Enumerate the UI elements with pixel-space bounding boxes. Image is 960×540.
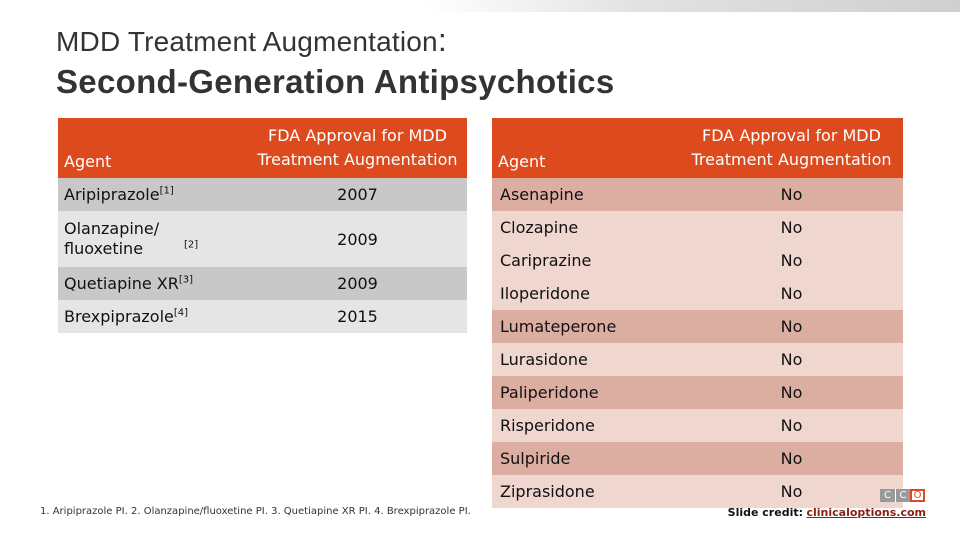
table-row: Risperidone No <box>492 409 903 442</box>
agent-name: Cariprazine <box>500 251 592 270</box>
agent-cell: Brexpiprazole[4] <box>58 300 248 333</box>
agent-name: Risperidone <box>500 416 595 435</box>
approved-agents-table: Agent FDA Approval for MDD Treatment Aug… <box>58 118 467 333</box>
approval-cell: No <box>780 317 803 336</box>
approval-cell: No <box>780 449 803 468</box>
logo-letter: C <box>880 489 895 502</box>
table-row: Iloperidone No <box>492 277 903 310</box>
slide-title: MDD Treatment Augmentation: Second-Gener… <box>56 22 614 101</box>
title-line-1: MDD Treatment Augmentation: <box>56 22 614 59</box>
reference-superscript: [1] <box>159 185 174 197</box>
agent-name: Brexpiprazole <box>64 307 174 326</box>
agent-cell: Quetiapine XR[3] <box>58 267 248 300</box>
agent-name: Sulpiride <box>500 449 571 468</box>
approval-year-cell: 2009 <box>337 274 378 293</box>
approval-cell: No <box>780 350 803 369</box>
table-row: Clozapine No <box>492 211 903 244</box>
approval-year-cell: 2015 <box>337 307 378 326</box>
table-row: Lurasidone No <box>492 343 903 376</box>
table-row: Aripiprazole[1] 2007 <box>58 178 467 211</box>
approval-cell: No <box>780 383 803 402</box>
table-row: Paliperidone No <box>492 376 903 409</box>
header-fda-approval: FDA Approval for MDD Treatment Augmentat… <box>680 118 903 178</box>
table-row: Sulpiride No <box>492 442 903 475</box>
table-row: Cariprazine No <box>492 244 903 277</box>
approval-year-cell: 2009 <box>337 229 378 249</box>
agent-name: Ziprasidone <box>500 482 595 501</box>
table-row: Lumateperone No <box>492 310 903 343</box>
approval-cell: No <box>780 482 803 501</box>
top-gradient-bar <box>425 0 960 12</box>
reference-superscript: [2] <box>184 239 199 251</box>
credit-label: Slide credit: <box>727 506 803 519</box>
cco-logo: C C O <box>880 489 925 502</box>
approval-cell: No <box>780 185 803 204</box>
title-colon: : <box>437 22 447 58</box>
agent-cell: Aripiprazole[1] <box>58 178 248 211</box>
agent-name: Lumateperone <box>500 317 617 336</box>
footnote-references: 1. Aripiprazole PI. 2. Olanzapine/fluoxe… <box>40 506 471 517</box>
table-row: Olanzapine/ fluoxetine [2] 2009 <box>58 211 467 267</box>
approval-cell: No <box>780 416 803 435</box>
credit-link[interactable]: clinicaloptions.com <box>806 506 927 519</box>
reference-superscript: [3] <box>178 274 194 286</box>
table-row: Asenapine No <box>492 178 903 211</box>
logo-letter: C <box>895 489 910 502</box>
agent-name: Lurasidone <box>500 350 588 369</box>
table-header-row: Agent FDA Approval for MDD Treatment Aug… <box>58 118 467 178</box>
title-line-1-text: MDD Treatment Augmentation <box>56 26 438 57</box>
agent-name: Asenapine <box>500 185 584 204</box>
header-agent: Agent <box>492 118 680 178</box>
agent-name: Olanzapine/ fluoxetine <box>64 219 160 258</box>
agent-name: Paliperidone <box>500 383 599 402</box>
approval-cell: No <box>780 218 803 237</box>
table-row: Ziprasidone No <box>492 475 903 508</box>
agent-name: Quetiapine XR <box>64 274 179 293</box>
agent-name: Clozapine <box>500 218 579 237</box>
table-row: Brexpiprazole[4] 2015 <box>58 300 467 333</box>
header-fda-approval: FDA Approval for MDD Treatment Augmentat… <box>248 118 467 178</box>
agent-name: Aripiprazole <box>64 185 160 204</box>
slide-credit: Slide credit: clinicaloptions.com <box>728 506 926 519</box>
approval-cell: No <box>780 284 803 303</box>
approval-year-cell: 2007 <box>337 185 378 204</box>
non-approved-agents-table: Agent FDA Approval for MDD Treatment Aug… <box>492 118 903 508</box>
logo-letter: O <box>910 489 925 502</box>
approval-cell: No <box>780 251 803 270</box>
title-line-2: Second-Generation Antipsychotics <box>56 63 615 100</box>
agent-name: Iloperidone <box>500 284 590 303</box>
reference-superscript: [4] <box>173 307 189 319</box>
table-header-row: Agent FDA Approval for MDD Treatment Aug… <box>492 118 903 178</box>
table-row: Quetiapine XR[3] 2009 <box>58 267 467 300</box>
agent-cell: Olanzapine/ fluoxetine [2] <box>58 211 248 267</box>
header-agent: Agent <box>58 118 248 178</box>
